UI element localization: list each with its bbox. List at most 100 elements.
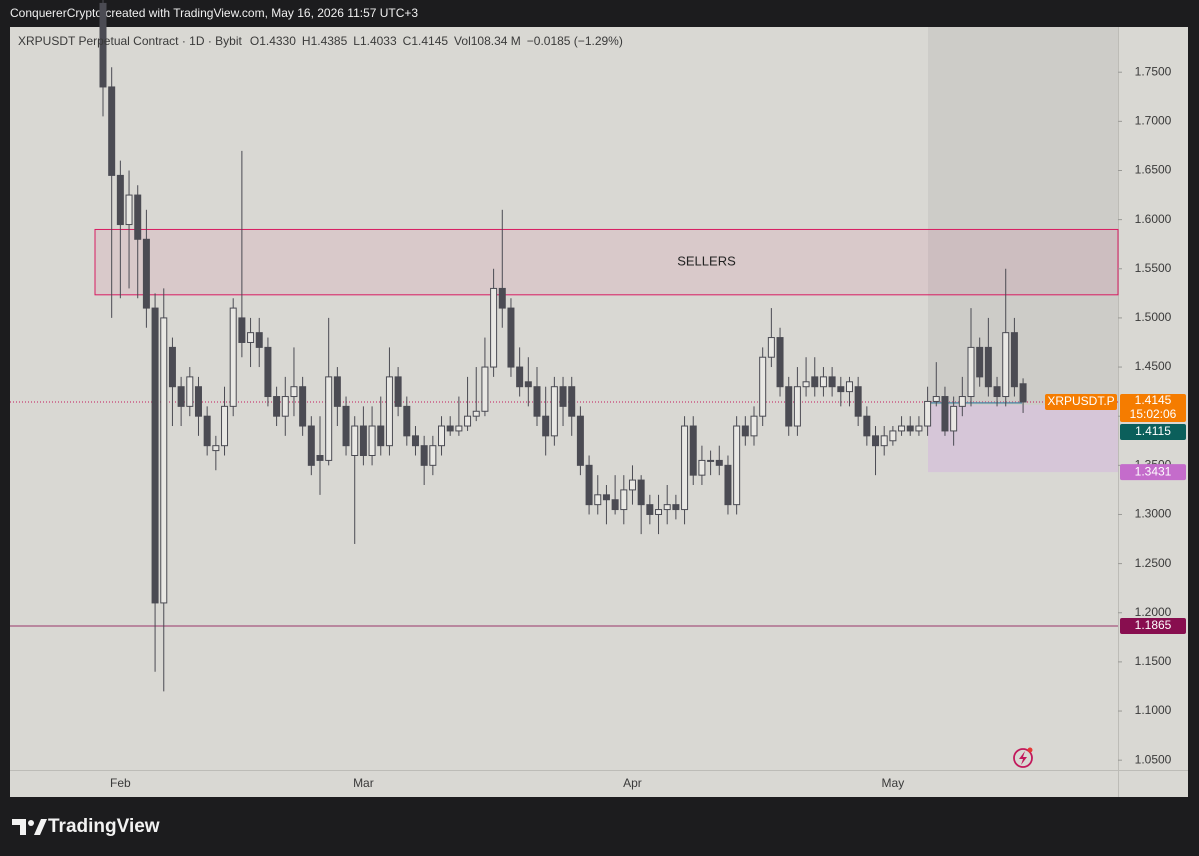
- y-tick-label: 1.3000: [1135, 507, 1172, 521]
- y-tick-label: 1.6500: [1135, 163, 1172, 177]
- candle-body-up: [221, 405, 229, 447]
- candle-body-down: [863, 415, 871, 437]
- logo-dot: [28, 820, 34, 826]
- candle-body-up: [1002, 332, 1010, 398]
- x-tick-label: Feb: [110, 776, 131, 790]
- candle-body-up: [793, 386, 801, 427]
- candle-body-down: [168, 346, 176, 388]
- y-tick-label: 1.5000: [1135, 310, 1172, 324]
- candle-body-down: [307, 425, 315, 466]
- candle-body-up: [472, 410, 480, 417]
- candle-body-down: [99, 2, 107, 88]
- candle-body-down: [542, 415, 550, 437]
- candle-body-up: [368, 425, 376, 457]
- candle-body-down: [255, 332, 263, 348]
- candle-body-up: [160, 317, 168, 604]
- candle-body-up: [550, 386, 558, 437]
- legend-high: H1.4385: [302, 34, 348, 48]
- legend-open: O1.4330: [250, 34, 296, 48]
- candle-body-down: [342, 405, 350, 447]
- entry-price-box: [1120, 423, 1186, 440]
- candle-body-down: [854, 386, 862, 417]
- candle-body-up: [759, 356, 767, 417]
- candle-body-up: [429, 445, 437, 466]
- candle-body-up: [819, 376, 827, 388]
- candle-body-down: [533, 386, 541, 417]
- candle-body-up: [464, 415, 472, 427]
- candle-body-down: [1019, 383, 1027, 403]
- candle-body-down: [776, 337, 784, 388]
- candle-body-up: [438, 425, 446, 447]
- candle-body-down: [203, 415, 211, 447]
- y-tick-label: 1.5500: [1135, 261, 1172, 275]
- y-tick-label: 1.0500: [1135, 752, 1172, 766]
- stop-price-label: 1.3431: [1135, 464, 1172, 478]
- candle-body-up: [655, 509, 663, 515]
- candle-body-down: [559, 386, 567, 407]
- candle-body-down: [715, 459, 723, 466]
- position-target-area: [928, 27, 1118, 405]
- candle-body-up: [950, 405, 958, 432]
- lightning-icon: [1013, 747, 1033, 768]
- candle-body-up: [733, 425, 741, 506]
- candle-body-up: [880, 435, 888, 447]
- candle-body-down: [194, 386, 202, 417]
- candle-body-up: [455, 425, 463, 432]
- candle-body-up: [958, 396, 966, 407]
- candle-body-down: [837, 386, 845, 393]
- candle-body-down: [602, 494, 610, 501]
- legend-change: −0.0185 (−1.29%): [527, 34, 623, 48]
- candle-body-down: [134, 194, 142, 240]
- candle-body-down: [785, 386, 793, 427]
- candle-body-down: [585, 464, 593, 506]
- level-price-box: [1120, 618, 1186, 635]
- sellers-zone: [94, 228, 1119, 296]
- candle-body-down: [108, 86, 116, 176]
- candle-body-down: [811, 376, 819, 388]
- y-tick-label: 1.2000: [1135, 605, 1172, 619]
- icon-bolt: [1019, 751, 1027, 765]
- entry-price-label: 1.4115: [1135, 424, 1171, 438]
- zone-label: SELLERS: [677, 254, 736, 269]
- candle-body-up: [750, 415, 758, 437]
- candle-body-down: [411, 435, 419, 447]
- y-tick-label: 1.7000: [1135, 114, 1172, 128]
- candle-body-down: [611, 499, 619, 511]
- x-tick-label: May: [882, 776, 905, 790]
- candle-body-down: [403, 405, 411, 437]
- candle-body-down: [516, 366, 524, 388]
- header-text: ConquererCrypto created with TradingView…: [10, 6, 418, 20]
- candle-body-up: [681, 425, 689, 511]
- legend: XRPUSDT Perpetual Contract · 1D · Bybit …: [18, 34, 623, 48]
- candle-body-up: [212, 445, 220, 452]
- candle-body-up: [247, 332, 255, 343]
- candle-body-down: [724, 464, 732, 506]
- legend-volume: Vol108.34 M: [454, 34, 521, 48]
- y-tick-label: 1.1000: [1135, 703, 1172, 717]
- candle-body-down: [316, 455, 324, 461]
- candle-body-up: [628, 479, 636, 491]
- x-tick-label: Mar: [353, 776, 374, 790]
- candle-body-down: [741, 425, 749, 437]
- candle-body-down: [672, 504, 680, 511]
- candle-body-up: [290, 386, 298, 398]
- candle-body-up: [898, 425, 906, 432]
- stop-price-box: [1120, 464, 1186, 481]
- symbol-tag: XRPUSDT.P: [1047, 394, 1114, 408]
- candle-body-up: [915, 425, 923, 432]
- candle-body-up: [351, 425, 359, 457]
- candle-body-down: [264, 346, 272, 398]
- candle-body-up: [707, 459, 715, 462]
- candle-body-down: [646, 504, 654, 515]
- candle-body-up: [698, 459, 706, 476]
- brand-name: TradingView: [48, 816, 160, 837]
- countdown-label: 15:02:06: [1130, 407, 1177, 421]
- candle-body-down: [524, 381, 532, 388]
- y-tick-label: 1.7500: [1135, 64, 1172, 78]
- candle-body-down: [941, 396, 949, 432]
- candle-body-down: [568, 386, 576, 417]
- candle-body-up: [229, 307, 237, 407]
- candle-body-up: [932, 396, 940, 402]
